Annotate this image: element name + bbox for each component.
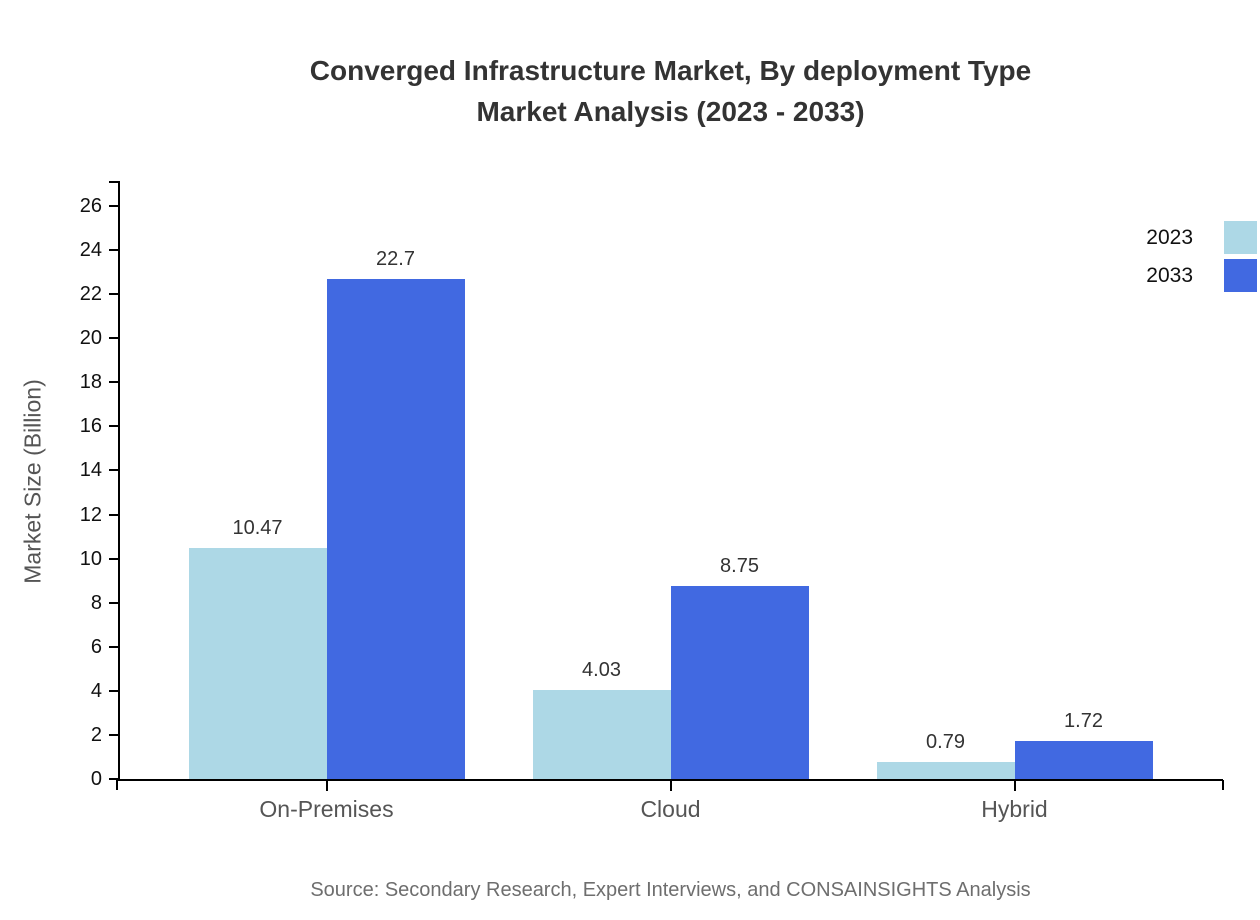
y-tick — [109, 249, 118, 252]
legend-label-2023: 2023 — [1146, 226, 1193, 249]
y-tick-label: 20 — [79, 327, 102, 350]
x-tick — [669, 781, 672, 791]
y-tick — [109, 645, 118, 648]
bar-value-label: 10.47 — [232, 517, 283, 540]
bar-2033-Cloud — [670, 586, 809, 779]
x-tick — [325, 781, 328, 791]
y-tick-label: 8 — [90, 591, 102, 614]
chart-title-line-2: Market Analysis (2023 - 2033) — [476, 96, 865, 127]
y-tick-label: 22 — [79, 283, 102, 306]
bar-value-label: 22.7 — [376, 247, 415, 270]
y-axis-label: Market Size (Billion) — [19, 379, 46, 584]
y-tick-label: 14 — [79, 459, 102, 482]
y-tick-label: 16 — [79, 415, 102, 438]
y-tick — [109, 689, 118, 692]
y-tick-label: 4 — [90, 679, 102, 702]
y-tick — [109, 425, 118, 428]
bar-2023-On-Premises — [188, 548, 327, 779]
y-tick-label: 2 — [90, 723, 102, 746]
bar-2023-Hybrid — [876, 761, 1015, 779]
y-tick-label: 12 — [79, 503, 102, 526]
y-tick-label: 6 — [90, 635, 102, 658]
y-tick — [109, 293, 118, 296]
y-tick — [109, 778, 118, 780]
y-tick-label: 18 — [79, 371, 102, 394]
bar-value-label: 1.72 — [1064, 710, 1103, 733]
y-axis-top-cap — [109, 181, 118, 183]
category-label-Hybrid: Hybrid — [981, 796, 1048, 822]
y-tick — [109, 513, 118, 516]
y-tick-label: 26 — [79, 194, 102, 217]
y-tick — [109, 381, 118, 384]
x-axis-right-cap — [1222, 780, 1224, 790]
chart-title-line-1: Converged Infrastructure Market, By depl… — [309, 55, 1032, 86]
category-label-On-Premises: On-Premises — [259, 796, 394, 822]
x-axis-left-cap — [116, 780, 118, 790]
y-axis-line — [118, 181, 120, 781]
bar-2023-Cloud — [532, 690, 671, 779]
legend-swatch-2033 — [1224, 259, 1257, 292]
y-tick-label: 0 — [90, 768, 102, 790]
bar-2033-On-Premises — [326, 278, 465, 779]
legend-swatch-2023 — [1224, 221, 1257, 254]
y-tick-label: 10 — [79, 547, 102, 570]
x-axis-line — [117, 779, 1223, 781]
bar-value-label: 0.79 — [926, 730, 965, 753]
chart-title: Converged Infrastructure Market, By depl… — [118, 50, 1223, 132]
bar-value-label: 4.03 — [582, 659, 621, 682]
category-label-Cloud: Cloud — [640, 796, 701, 822]
y-tick-label: 24 — [79, 239, 102, 262]
source-note: Source: Secondary Research, Expert Inter… — [310, 879, 1031, 901]
y-tick — [109, 733, 118, 736]
y-tick — [109, 469, 118, 472]
bar-2033-Hybrid — [1014, 741, 1153, 779]
y-tick — [109, 337, 118, 340]
x-tick — [1013, 781, 1016, 791]
y-tick — [109, 601, 118, 604]
bar-value-label: 8.75 — [720, 555, 759, 578]
y-tick — [109, 557, 118, 560]
y-tick — [109, 204, 118, 207]
legend-label-2033: 2033 — [1146, 264, 1193, 287]
